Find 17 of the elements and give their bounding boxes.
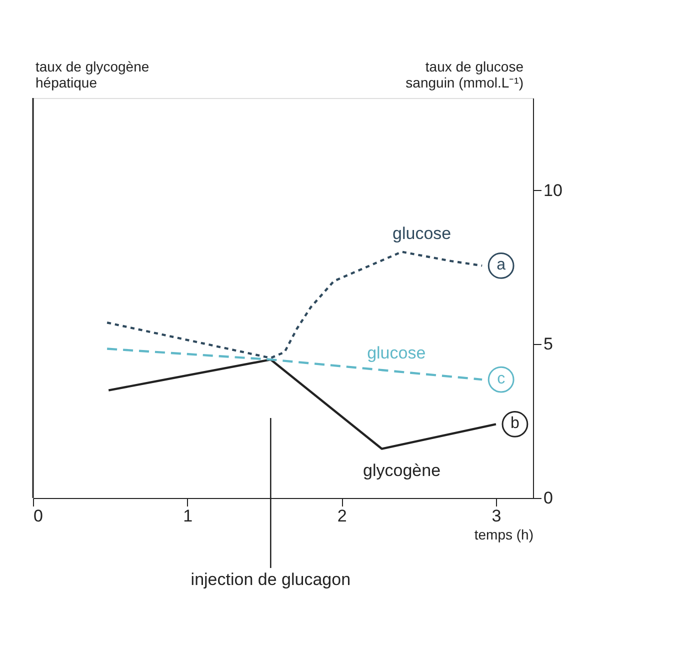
y2-axis-title: taux de glycogène hépatique	[36, 58, 150, 90]
annotation: glucose	[392, 224, 452, 243]
y-tick-label: 5	[544, 334, 553, 354]
y-axis-title: taux de glucose sanguin (mmol.L⁻¹)	[406, 58, 524, 90]
y-tick-label: 0	[544, 488, 553, 508]
x-tick-label: 2	[337, 506, 347, 526]
annotation: glycogène	[363, 460, 441, 480]
x-tick-label: 0	[34, 506, 43, 526]
series-label: c	[497, 370, 506, 388]
x-tick-label: 1	[183, 506, 193, 526]
x-axis-title: temps (h)	[474, 526, 534, 542]
x-tick-label: 3	[492, 506, 502, 526]
y-tick-label: 10	[544, 180, 562, 200]
ref-line-label: injection de glucagon	[190, 570, 351, 589]
annotation: glucose	[367, 344, 426, 363]
series-label: b	[510, 415, 520, 432]
series-label: a	[496, 256, 506, 274]
